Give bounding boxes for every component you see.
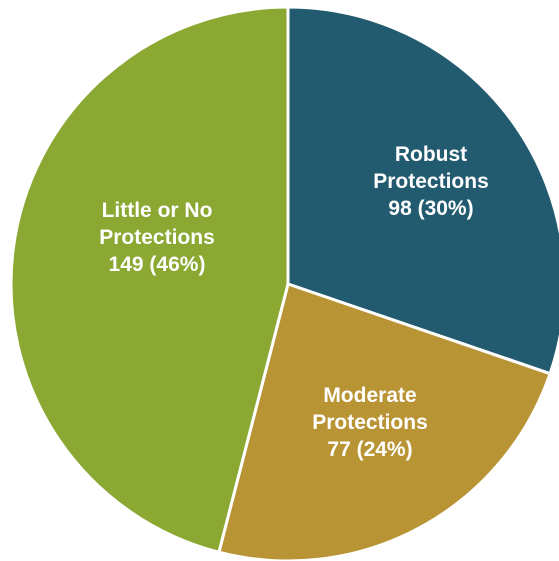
slice-value-label: 149 (46%)	[109, 253, 206, 276]
slice-value-label: 98 (30%)	[388, 197, 473, 220]
slice-category-label: Little or No	[102, 199, 213, 222]
slice-label-robust: Robust Protections 98 (30%)	[373, 143, 489, 220]
slice-label-moderate: Moderate Protections 77 (24%)	[312, 384, 428, 461]
pie-slice-moderate	[217, 282, 552, 561]
slice-value-label: 77 (24%)	[327, 438, 412, 461]
slice-label-little-or-no: Little or No Protections 149 (46%)	[99, 199, 215, 276]
pie-slices	[9, 5, 559, 561]
slice-category-label: Protections	[373, 170, 489, 193]
pie-labels: Robust Protections 98 (30%) Moderate Protect…	[99, 143, 489, 461]
pie-slice-robust	[286, 5, 559, 376]
pie-slice-little-or-no	[9, 5, 290, 555]
slice-category-label: Moderate	[323, 384, 416, 407]
slice-category-label: Protections	[99, 226, 215, 249]
slice-category-label: Robust	[395, 143, 467, 166]
slice-category-label: Protections	[312, 411, 428, 434]
